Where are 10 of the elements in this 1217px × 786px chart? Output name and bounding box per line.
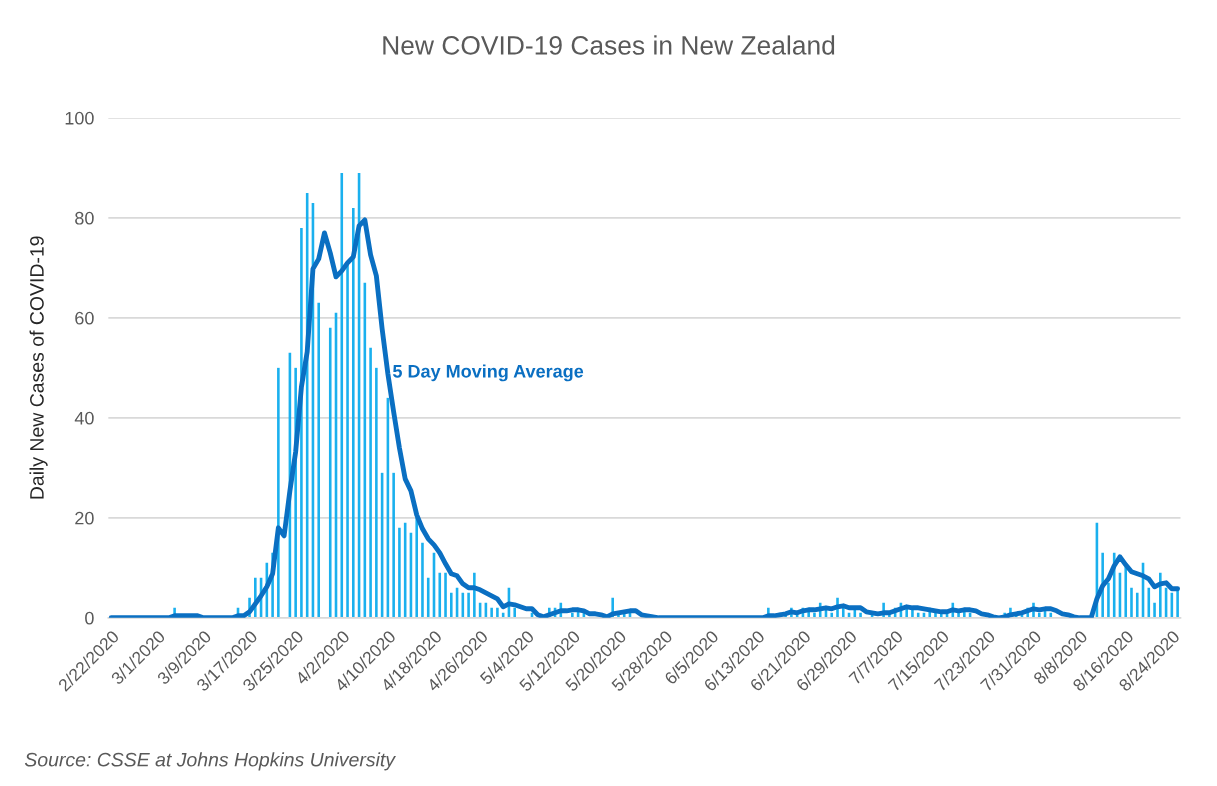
y-tick-label: 60 [75, 311, 94, 325]
y-tick-label: 80 [75, 211, 94, 225]
y-axis-title: Daily New Cases of COVID-19 [29, 236, 48, 499]
y-tick-label: 40 [74, 411, 94, 425]
chart-title: New COVID-19 Cases in New Zealand [383, 35, 835, 55]
y-tick-label: 0 [85, 611, 94, 625]
y-tick-label: 100 [65, 111, 94, 125]
series-label: 5 Day Moving Average [393, 364, 584, 382]
source-note: Source: CSSE at Johns Hopkins University [24, 752, 396, 771]
y-tick-label: 20 [75, 511, 94, 525]
